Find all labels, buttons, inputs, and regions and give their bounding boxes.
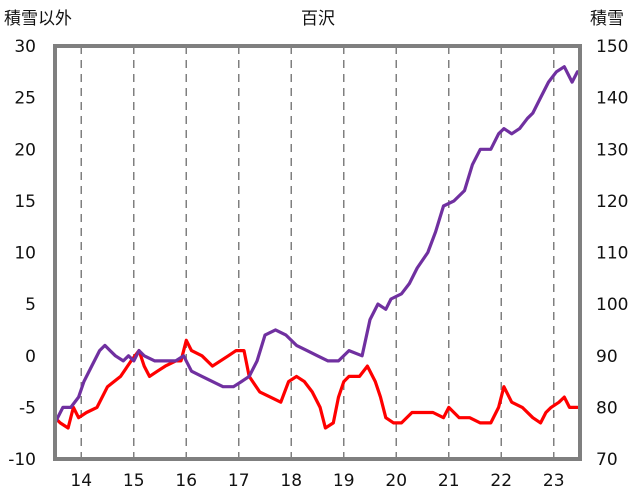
x-tick-label: 21 [438, 471, 460, 491]
left-y-tick-label: -10 [8, 450, 36, 470]
right-axis-label: 積雪 [590, 9, 624, 29]
left-y-tick-label: 20 [14, 140, 36, 160]
x-tick-label: 17 [228, 471, 250, 491]
right-y-tick-label: 120 [596, 192, 628, 212]
x-tick-label: 15 [123, 471, 145, 491]
chart-title: 百沢 [301, 9, 335, 29]
x-tick-label: 18 [280, 471, 302, 491]
x-tick-label: 14 [70, 471, 92, 491]
series-line-left-axis [53, 338, 579, 430]
x-tick-label: 16 [175, 471, 197, 491]
left-y-tick-label: 10 [14, 244, 36, 264]
x-tick-label: 23 [543, 471, 565, 491]
plot-frame [53, 44, 582, 461]
series-lines [53, 65, 579, 430]
series-line-right-axis [53, 65, 579, 425]
tick-labels: 14 15 16 17 18 19 20 21 22 23 30 25 20 15 10 5 0 -5 -10 150… [8, 37, 628, 491]
x-tick-label: 22 [490, 471, 512, 491]
left-y-tick-label: 30 [14, 37, 36, 57]
x-tick-label: 19 [333, 471, 355, 491]
right-y-tick-label: 130 [596, 140, 628, 160]
right-y-tick-label: 100 [596, 295, 628, 315]
x-tick-label: 20 [385, 471, 407, 491]
left-y-tick-label: -5 [19, 398, 36, 418]
right-y-tick-label: 150 [596, 37, 628, 57]
left-y-tick-label: 15 [14, 192, 36, 212]
left-y-tick-label: 5 [25, 295, 36, 315]
right-y-tick-label: 90 [596, 347, 618, 367]
right-y-tick-label: 80 [596, 398, 618, 418]
left-y-tick-label: 25 [14, 89, 36, 109]
right-y-tick-label: 140 [596, 89, 628, 109]
left-axis-label: 積雪以外 [4, 9, 72, 29]
right-y-tick-label: 70 [596, 450, 618, 470]
left-y-tick-label: 0 [25, 347, 36, 367]
right-y-tick-label: 110 [596, 244, 628, 264]
